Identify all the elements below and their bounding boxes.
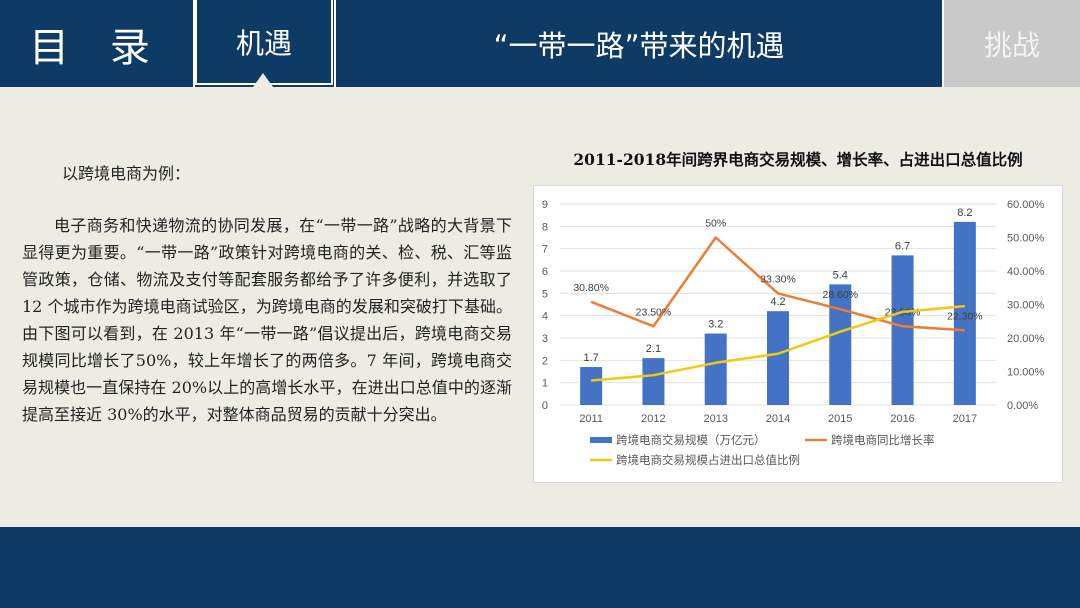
y-tick-label: 1 xyxy=(542,378,548,390)
bar-data-label: 6.7 xyxy=(895,240,910,252)
y-tick-label: 3 xyxy=(542,333,548,345)
bar xyxy=(829,284,852,405)
line-data-label: 22.30% xyxy=(947,310,983,322)
y2-tick-label: 20.00% xyxy=(1007,333,1045,345)
body-paragraph: 电子商务和快递物流的协同发展，在“一带一路”战略的大背景下显得更为重要。“一带一… xyxy=(22,216,512,424)
bar xyxy=(891,255,914,405)
y2-tick-label: 10.00% xyxy=(1007,367,1045,379)
divider xyxy=(334,0,336,87)
divider xyxy=(942,0,944,87)
y-tick-label: 4 xyxy=(542,311,548,323)
contents-title[interactable]: 目 录 xyxy=(29,24,164,71)
x-tick-label: 2017 xyxy=(953,413,977,425)
share-ratio-line xyxy=(591,304,965,382)
divider xyxy=(193,0,195,87)
y-tick-label: 8 xyxy=(542,221,548,233)
y2-tick-label: 30.00% xyxy=(1007,300,1045,312)
bar xyxy=(642,358,665,405)
y-tick-label: 2 xyxy=(542,355,548,367)
x-tick-label: 2014 xyxy=(766,413,790,425)
y-tick-label: 7 xyxy=(542,244,548,256)
x-tick-label: 2011 xyxy=(579,413,603,425)
line-data-label: 50% xyxy=(705,218,726,230)
legend-label: 跨境电商交易规模（万亿元） xyxy=(616,433,766,447)
legend-label: 跨境电商交易规模占进出口总值比例 xyxy=(616,453,800,467)
bar xyxy=(767,311,789,405)
chart-panel: 0 1 2 3 4 5 6 7 8 9 0.00% 10.00% 20.00% 30.00% 40.00% 5… xyxy=(533,185,1063,483)
x-tick-label: 2016 xyxy=(890,413,914,425)
bar-data-label: 3.2 xyxy=(708,319,723,331)
y2-tick-label: 50.00% xyxy=(1007,233,1045,245)
active-tab-caret xyxy=(253,73,273,87)
line-data-label: 23.50% xyxy=(636,306,672,318)
y-tick-label: 9 xyxy=(542,199,548,211)
intro-text: 以跨境电商为例： xyxy=(62,164,191,183)
bar xyxy=(953,221,976,405)
x-tick-label: 2013 xyxy=(703,413,727,425)
y-tick-label: 6 xyxy=(542,266,548,278)
page-heading: “一带一路”带来的机遇 xyxy=(493,28,785,63)
x-tick-label: 2015 xyxy=(828,413,852,425)
y-tick-label: 0 xyxy=(542,400,548,412)
top-bar: 目 录 机遇 “一带一路”带来的机遇 挑战 xyxy=(0,0,1080,87)
line-data-label: 28.60% xyxy=(822,289,858,301)
bar-data-label: 8.2 xyxy=(957,207,972,219)
x-tick-label: 2012 xyxy=(641,413,665,425)
line-data-label: 30.80% xyxy=(573,282,609,294)
chart: 0 1 2 3 4 5 6 7 8 9 0.00% 10.00% 20.00% 30.00% 40.00% 5… xyxy=(542,199,1045,467)
bar-data-label: 5.4 xyxy=(833,269,848,281)
bar-data-label: 1.7 xyxy=(583,352,598,364)
bottom-bar xyxy=(0,527,1080,608)
bar-data-label: 4.2 xyxy=(770,296,785,308)
bar xyxy=(580,367,603,405)
y2-tick-label: 40.00% xyxy=(1007,266,1045,278)
line-data-label: 33.30% xyxy=(760,273,796,285)
tab-opportunity[interactable]: 机遇 xyxy=(195,0,333,85)
chart-title: 2011-2018年间跨界电商交易规模、增长率、占进出口总值比例 xyxy=(573,150,1023,169)
growth-rate-line xyxy=(590,236,965,332)
bar xyxy=(704,333,727,405)
y2-tick-label: 60.00% xyxy=(1007,199,1045,211)
bar-data-label: 2.1 xyxy=(646,343,661,355)
legend-label: 跨境电商同比增长率 xyxy=(831,433,935,447)
y2-tick-label: 0.00% xyxy=(1007,400,1038,412)
legend-swatch-bar xyxy=(590,437,612,443)
y-tick-label: 5 xyxy=(542,288,548,300)
tab-challenge[interactable]: 挑战 xyxy=(944,0,1080,87)
